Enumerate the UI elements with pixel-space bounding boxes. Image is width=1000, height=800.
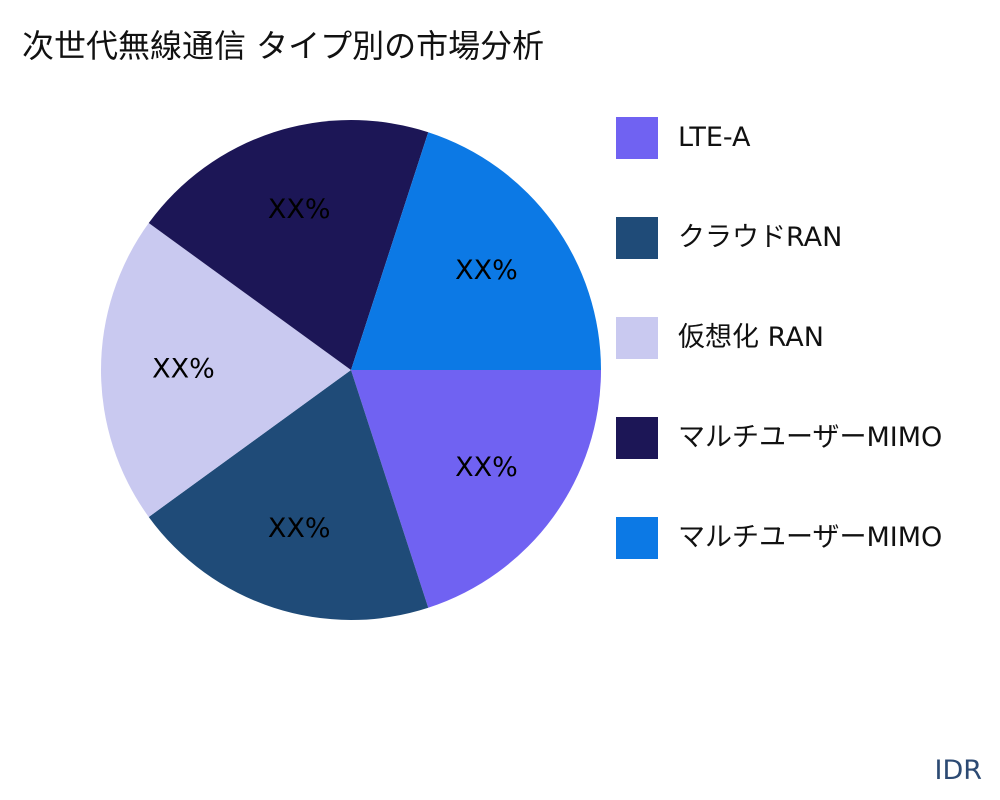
legend-label-virtualized-ran: 仮想化 RAN bbox=[678, 322, 824, 353]
chart-title: 次世代無線通信 タイプ別の市場分析 bbox=[22, 27, 545, 65]
pie-slice-3 bbox=[101, 223, 352, 517]
pie-slice-label-3: XX% bbox=[152, 354, 215, 385]
legend-label-lte-a: LTE-A bbox=[678, 122, 751, 153]
legend-label-mu-mimo-1: マルチユーザーMIMO bbox=[678, 422, 943, 453]
legend-swatch-mu-mimo-2 bbox=[616, 517, 658, 559]
pie-slice-5 bbox=[351, 132, 601, 370]
pie-slice-label-1: XX% bbox=[455, 452, 518, 483]
pie-slices bbox=[101, 119, 601, 621]
source-label: IDR bbox=[934, 755, 982, 786]
legend-swatch-mu-mimo-1 bbox=[616, 417, 658, 459]
legend-item-mu-mimo-2: マルチユーザーMIMO bbox=[616, 517, 996, 559]
legend-swatch-cloud-ran bbox=[616, 217, 658, 259]
legend-item-lte-a: LTE-A bbox=[616, 117, 996, 159]
pie-slice-label-4: XX% bbox=[268, 194, 331, 225]
legend-item-mu-mimo-1: マルチユーザーMIMO bbox=[616, 417, 996, 459]
pie-slice-2 bbox=[148, 370, 429, 621]
pie-slice-4 bbox=[148, 119, 429, 370]
pie-labels: XX% XX% XX% XX% XX% bbox=[152, 194, 518, 544]
legend-item-virtualized-ran: 仮想化 RAN bbox=[616, 317, 996, 359]
pie-slice-label-2: XX% bbox=[268, 513, 331, 544]
legend-swatch-virtualized-ran bbox=[616, 317, 658, 359]
pie-slice-1 bbox=[351, 370, 601, 608]
legend-swatch-lte-a bbox=[616, 117, 658, 159]
pie-slice-label-5: XX% bbox=[455, 255, 518, 286]
legend-label-cloud-ran: クラウドRAN bbox=[678, 222, 843, 253]
legend-label-mu-mimo-2: マルチユーザーMIMO bbox=[678, 522, 943, 553]
legend-item-cloud-ran: クラウドRAN bbox=[616, 217, 996, 259]
